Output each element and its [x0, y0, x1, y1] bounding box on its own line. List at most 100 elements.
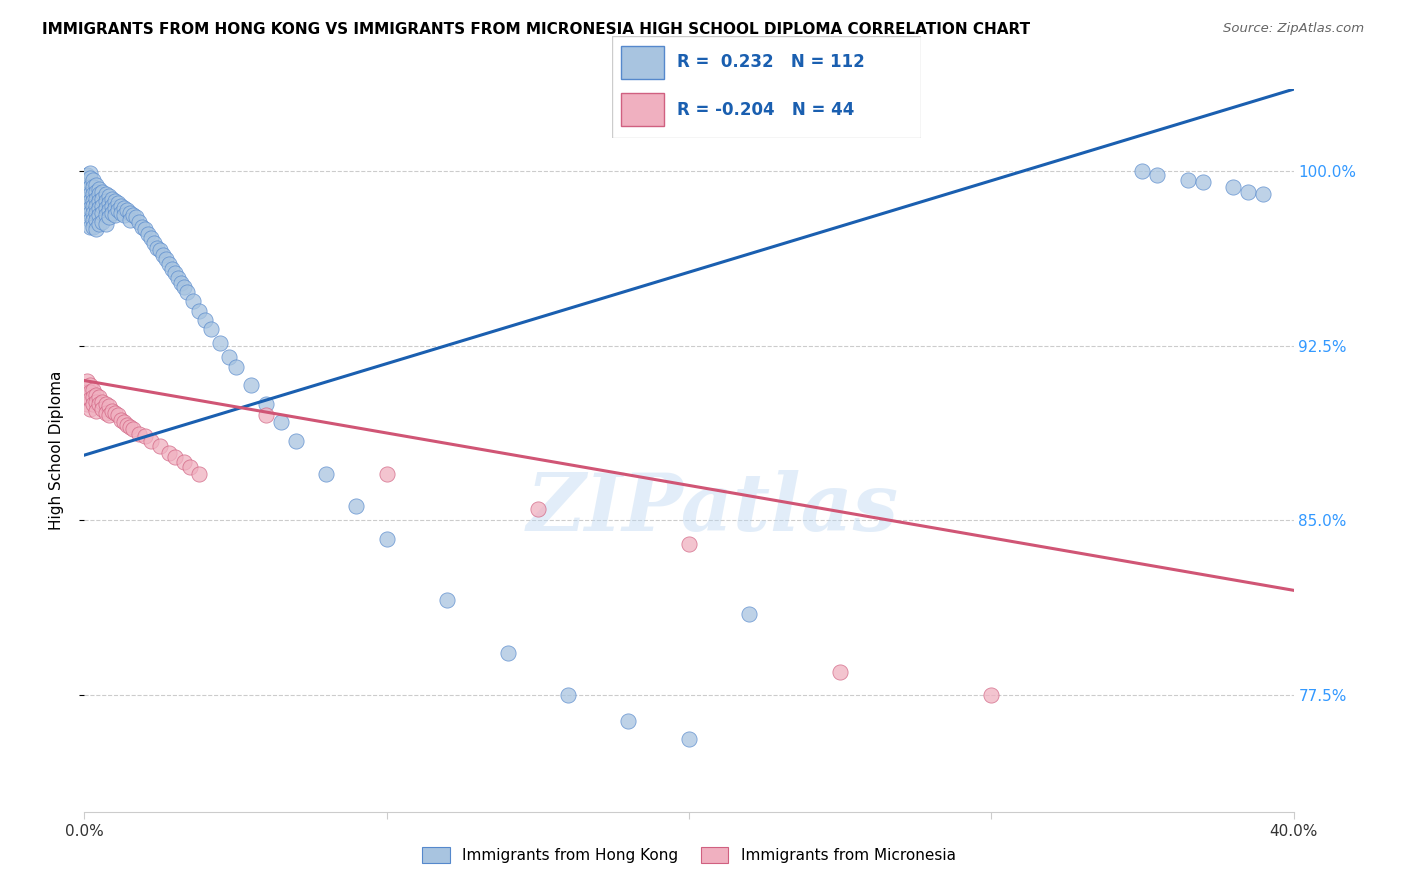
- Point: [557, 688, 579, 702]
- Point: [76, 180, 98, 194]
- Point: [139, 434, 162, 449]
- Point: [1222, 180, 1244, 194]
- Point: [79, 392, 101, 407]
- Text: Source: ZipAtlas.com: Source: ZipAtlas.com: [1223, 22, 1364, 36]
- Point: [165, 266, 187, 280]
- Point: [79, 385, 101, 400]
- Point: [107, 203, 129, 218]
- Point: [218, 350, 240, 364]
- Point: [146, 241, 169, 255]
- Point: [91, 205, 114, 219]
- Point: [86, 178, 108, 192]
- Point: [112, 208, 135, 222]
- Point: [617, 714, 640, 728]
- Point: [100, 192, 122, 206]
- Point: [100, 199, 122, 213]
- Point: [346, 500, 368, 514]
- Point: [1237, 185, 1260, 199]
- Point: [76, 374, 98, 388]
- Point: [315, 467, 337, 481]
- Point: [100, 404, 122, 418]
- Point: [82, 397, 104, 411]
- Point: [86, 387, 108, 401]
- Text: ZIPatlas: ZIPatlas: [527, 469, 900, 547]
- Point: [678, 732, 700, 747]
- Point: [91, 199, 114, 213]
- Point: [86, 192, 108, 206]
- Point: [136, 227, 159, 241]
- Point: [97, 189, 120, 203]
- Point: [82, 173, 104, 187]
- Point: [239, 378, 262, 392]
- Text: R =  0.232   N = 112: R = 0.232 N = 112: [676, 54, 865, 71]
- Point: [107, 196, 129, 211]
- Point: [112, 201, 135, 215]
- Point: [89, 390, 111, 404]
- Point: [115, 203, 138, 218]
- Point: [118, 420, 141, 434]
- Point: [118, 212, 141, 227]
- Point: [76, 192, 98, 206]
- Point: [91, 192, 114, 206]
- Point: [107, 409, 129, 423]
- Point: [76, 397, 98, 411]
- Point: [86, 222, 108, 236]
- Point: [152, 248, 174, 262]
- Point: [82, 383, 104, 397]
- Point: [738, 607, 761, 621]
- Point: [97, 399, 120, 413]
- Point: [270, 416, 292, 430]
- Point: [1192, 176, 1215, 190]
- Point: [82, 390, 104, 404]
- Point: [82, 205, 104, 219]
- Point: [149, 439, 172, 453]
- Point: [157, 446, 180, 460]
- Point: [131, 219, 153, 234]
- Point: [79, 187, 101, 202]
- Point: [91, 401, 114, 416]
- Point: [94, 194, 117, 208]
- Point: [97, 409, 120, 423]
- Point: [104, 201, 127, 215]
- Point: [86, 394, 108, 409]
- Point: [89, 194, 111, 208]
- Text: IMMIGRANTS FROM HONG KONG VS IMMIGRANTS FROM MICRONESIA HIGH SCHOOL DIPLOMA CORR: IMMIGRANTS FROM HONG KONG VS IMMIGRANTS …: [42, 22, 1031, 37]
- FancyBboxPatch shape: [612, 36, 921, 138]
- Point: [678, 537, 700, 551]
- Legend: Immigrants from Hong Kong, Immigrants from Micronesia: Immigrants from Hong Kong, Immigrants fr…: [416, 841, 962, 869]
- Point: [104, 194, 127, 208]
- Point: [97, 196, 120, 211]
- Point: [76, 205, 98, 219]
- Point: [76, 199, 98, 213]
- Point: [86, 212, 108, 227]
- Point: [97, 211, 120, 225]
- Point: [79, 194, 101, 208]
- Point: [285, 434, 308, 449]
- Point: [86, 404, 108, 418]
- Point: [89, 218, 111, 232]
- Y-axis label: High School Diploma: High School Diploma: [49, 371, 63, 530]
- Point: [82, 187, 104, 202]
- Point: [128, 427, 150, 442]
- Point: [110, 205, 132, 219]
- Point: [125, 211, 148, 225]
- Point: [155, 252, 177, 267]
- Point: [181, 294, 204, 309]
- Point: [1130, 163, 1153, 178]
- Point: [97, 203, 120, 218]
- Point: [82, 219, 104, 234]
- Point: [76, 169, 98, 183]
- Point: [79, 378, 101, 392]
- Point: [79, 166, 101, 180]
- FancyBboxPatch shape: [621, 93, 664, 126]
- FancyBboxPatch shape: [621, 46, 664, 78]
- Point: [100, 205, 122, 219]
- Point: [91, 185, 114, 199]
- Point: [76, 187, 98, 202]
- Point: [200, 322, 222, 336]
- Point: [128, 215, 150, 229]
- Point: [89, 201, 111, 215]
- Point: [118, 205, 141, 219]
- Point: [82, 194, 104, 208]
- Point: [89, 397, 111, 411]
